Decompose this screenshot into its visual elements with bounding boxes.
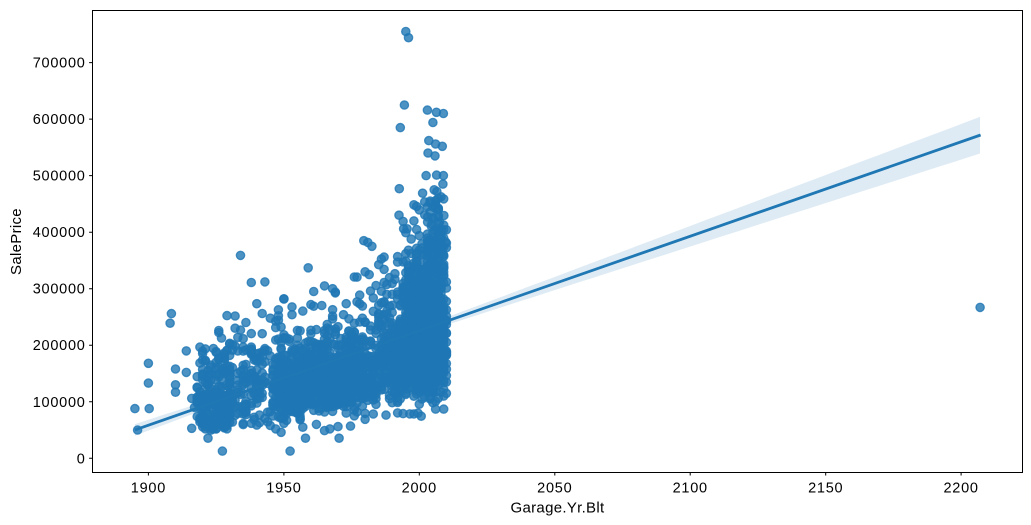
svg-text:2200: 2200 xyxy=(943,481,978,497)
svg-text:Garage.Yr.Blt: Garage.Yr.Blt xyxy=(511,500,605,517)
svg-text:300000: 300000 xyxy=(33,282,86,298)
svg-text:400000: 400000 xyxy=(33,225,86,241)
svg-text:2150: 2150 xyxy=(808,481,843,497)
svg-text:200000: 200000 xyxy=(33,338,86,354)
svg-text:SalePrice: SalePrice xyxy=(8,208,25,275)
svg-text:1950: 1950 xyxy=(266,481,301,497)
svg-text:500000: 500000 xyxy=(33,169,86,185)
svg-text:100000: 100000 xyxy=(33,395,86,411)
svg-text:600000: 600000 xyxy=(33,112,86,128)
svg-text:2000: 2000 xyxy=(402,481,437,497)
svg-text:2050: 2050 xyxy=(537,481,572,497)
svg-text:0: 0 xyxy=(77,451,86,467)
svg-text:2100: 2100 xyxy=(673,481,708,497)
svg-text:700000: 700000 xyxy=(33,56,86,72)
svg-text:1900: 1900 xyxy=(131,481,166,497)
